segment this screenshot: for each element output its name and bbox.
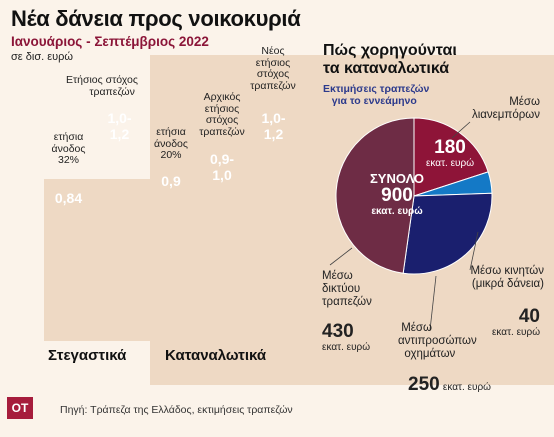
pie-slice-retailers (413, 117, 489, 197)
pie-value-bank-network: 430 εκατ. ευρώ (322, 321, 371, 354)
source-note: Πηγή: Τράπεζα της Ελλάδος, εκτιμήσεις τρ… (60, 404, 293, 416)
bar-housing-growth: 0,84 (48, 176, 89, 341)
pie-title: Πώς χορηγούνται τα καταναλωτικά (323, 42, 457, 77)
bar-value: 0,9- 1,0 (209, 151, 235, 183)
pie-value-mobile: 40 εκατ. ευρώ (491, 306, 540, 339)
housing-category-title: Στεγαστικά (48, 347, 127, 364)
bar-label: Αρχικός ετήσιος στόχος τραπεζών (199, 91, 245, 138)
bar-value: 1,0- 1,2 (107, 110, 132, 142)
pie-leader-line (451, 121, 471, 139)
publisher-logo: ΟΤ (7, 397, 33, 419)
bar-value: 0,9 (161, 173, 181, 189)
pie-label-bank-network: Μέσω δικτύου τραπεζών (322, 270, 372, 308)
bar-consumer-new-target: 1,0- 1,2 (253, 98, 294, 341)
pie-slice-car-dealers (402, 192, 493, 275)
pie-leader-line (469, 231, 479, 271)
pie-value-car-dealers: 250 εκατ. ευρώ (408, 374, 491, 395)
consumer-category-title: Καταναλωτικά (165, 347, 267, 364)
pie-total: ΣΥΝΟΛΟ 900 εκατ. ευρώ (369, 171, 425, 218)
bar-value: 0,84 (54, 190, 83, 206)
pie-label-car-dealers: Μέσω αντιπροσώπων οχημάτων (398, 322, 477, 360)
bar-label: Νέος ετήσιος στόχος τραπεζών (250, 45, 296, 92)
bar-label: ετήσια άνοδος 32% (51, 131, 86, 166)
pie-label-mobile: Μέσω κινητών (μικρά δάνεια) (470, 265, 544, 290)
pie-label-retailers: Μέσω λιανεμπόρων (471, 96, 540, 121)
bar-value: 1,0- 1,2 (261, 110, 286, 142)
chart-title: Νέα δάνεια προς νοικοκυριά (11, 6, 301, 31)
bar-consumer-initial-target: 0,9- 1,0 (202, 145, 242, 341)
housing-panel (44, 179, 154, 341)
bar-label: ετήσια άνοδος 20% (154, 126, 188, 161)
pie-subtitle: Εκτιμήσεις τραπεζών για το εννεάμηνο (323, 83, 430, 107)
pie-value-retailers: 180 εκατ. ευρώ (425, 137, 475, 170)
pie-slice-bank-network (335, 117, 415, 274)
chart-subtitle: Ιανουάριος - Σεπτέμβριος 2022 (11, 34, 209, 49)
unit-label: σε δισ. ευρώ (11, 51, 73, 63)
bar-housing-target: 1,0- 1,2 (99, 98, 140, 341)
pie-leader-line (429, 275, 437, 331)
bar-consumer-growth: 0,9 (151, 164, 191, 341)
bar-label: Ετήσιος στόχος τραπεζών (66, 74, 138, 98)
pie-leader-line (329, 247, 353, 266)
